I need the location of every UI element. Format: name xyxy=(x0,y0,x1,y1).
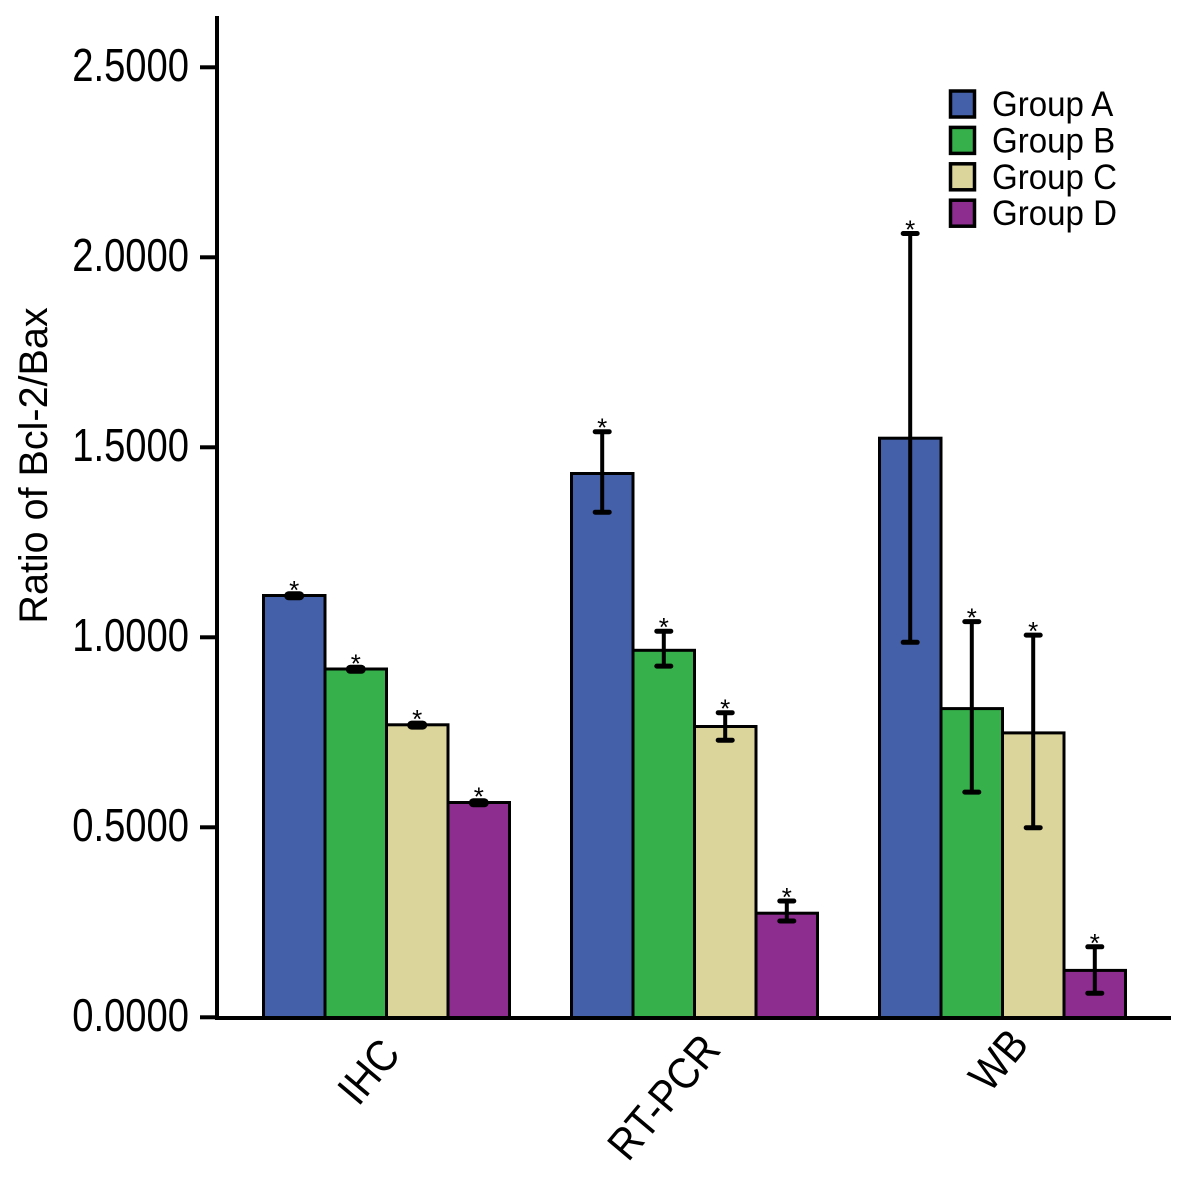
svg-text:Group A: Group A xyxy=(992,85,1114,124)
svg-text:Ratio of Bcl-2/Bax: Ratio of Bcl-2/Bax xyxy=(12,307,56,623)
svg-text:*: * xyxy=(905,215,915,245)
svg-text:1.5000: 1.5000 xyxy=(72,420,189,471)
svg-text:Group D: Group D xyxy=(992,194,1117,233)
svg-text:*: * xyxy=(967,603,977,633)
svg-text:0.5000: 0.5000 xyxy=(72,800,189,851)
svg-text:Group C: Group C xyxy=(992,158,1117,197)
svg-text:0.0000: 0.0000 xyxy=(72,990,189,1041)
svg-text:Group B: Group B xyxy=(992,122,1115,161)
svg-text:*: * xyxy=(412,704,422,734)
svg-text:*: * xyxy=(1028,616,1038,646)
svg-text:*: * xyxy=(474,782,484,812)
svg-text:*: * xyxy=(351,648,361,678)
svg-text:*: * xyxy=(720,694,730,724)
svg-text:1.0000: 1.0000 xyxy=(72,610,189,661)
svg-text:2.5000: 2.5000 xyxy=(72,40,189,91)
svg-text:*: * xyxy=(659,612,669,642)
svg-text:*: * xyxy=(782,882,792,912)
svg-text:*: * xyxy=(1090,928,1100,958)
svg-text:2.0000: 2.0000 xyxy=(72,230,189,281)
svg-text:*: * xyxy=(597,413,607,443)
svg-text:*: * xyxy=(289,575,299,605)
